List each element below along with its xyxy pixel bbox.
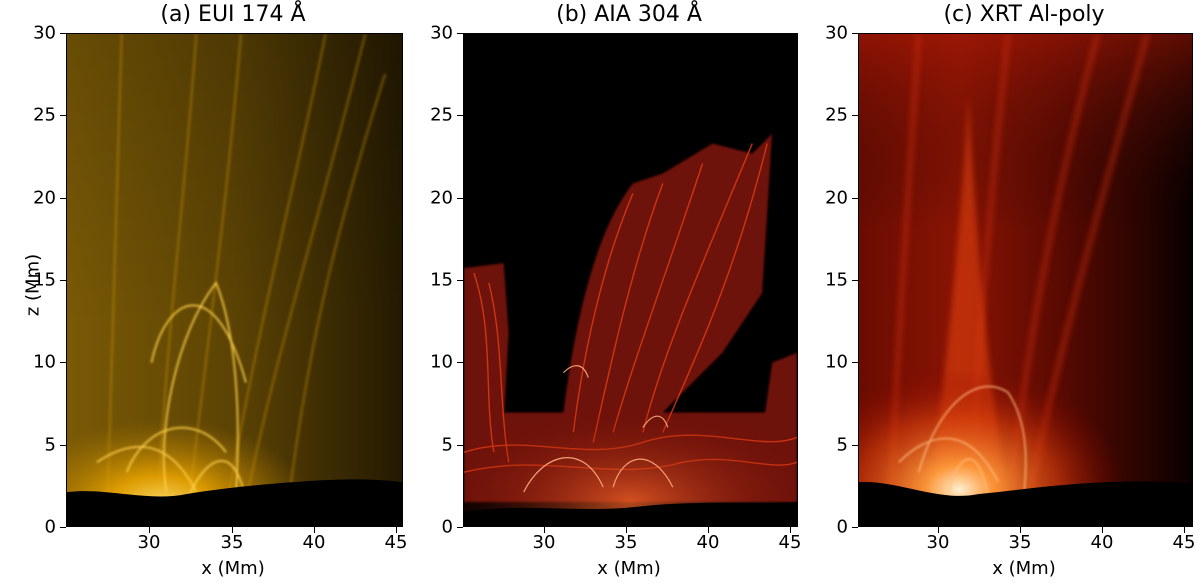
panel-b-xtick-label: 30: [532, 532, 556, 553]
panel-b-xtick-40: [708, 527, 709, 533]
xrt-al-poly-image: [859, 34, 1192, 526]
panel-b-xtick-label: 35: [614, 532, 638, 553]
panel-b-ytick: [457, 33, 463, 34]
panel-c-ytick-label: 15: [825, 269, 848, 291]
aia-304-image: [464, 34, 797, 526]
panel-c-ytick: [852, 115, 858, 116]
panel-b-ytick: [457, 362, 463, 363]
panel-c-image: [858, 33, 1193, 527]
panel-b-ytick-label: 5: [441, 434, 453, 456]
panel-b-ytick: [457, 527, 463, 528]
panel-b-image: [463, 33, 798, 527]
panel-c-xlabel: x (Mm): [992, 558, 1056, 579]
panel-b-xlabel: x (Mm): [597, 558, 661, 579]
panel-b-xtick-label: 45: [778, 532, 802, 553]
panel-a-xtick-label: 35: [220, 532, 244, 553]
panel-a-ytick: [60, 33, 66, 34]
panel-b-xtick-45: [790, 527, 791, 533]
panel-a-ytick-label: 10: [33, 351, 56, 373]
eui-174-image: [67, 34, 402, 526]
panel-a-xtick-label: 40: [302, 532, 326, 553]
panel-a-ytick: [60, 198, 66, 199]
panel-a-ytick: [60, 362, 66, 363]
panel-b-title: (b) AIA 304 Å: [556, 2, 702, 27]
panel-c-xtick-label: 30: [926, 532, 950, 553]
panel-c-xtick-label: 45: [1172, 532, 1196, 553]
panel-c-ytick-label: 10: [825, 351, 848, 373]
panel-b-ytick: [457, 198, 463, 199]
panel-c-ytick-label: 0: [836, 516, 848, 538]
panel-b-ytick-label: 0: [441, 516, 453, 538]
panel-a-xtick-35: [232, 527, 233, 533]
panel-a-xtick-label: 45: [384, 532, 408, 553]
panel-c-ytick: [852, 33, 858, 34]
panel-c-ytick: [852, 445, 858, 446]
panel-a-ytick-label: 30: [33, 22, 56, 44]
panel-b-ytick: [457, 115, 463, 116]
panel-a-ytick-label: 0: [44, 516, 56, 538]
panel-a-xtick-45: [396, 527, 397, 533]
panel-a-xtick-label: 30: [137, 532, 161, 553]
panel-c-ytick: [852, 527, 858, 528]
panel-c-ytick-label: 5: [836, 434, 848, 456]
panel-c-xtick-35: [1020, 527, 1021, 533]
panel-c-ytick: [852, 362, 858, 363]
panel-c-xtick-30: [938, 527, 939, 533]
panel-b-ytick: [457, 280, 463, 281]
panel-c-xtick-45: [1184, 527, 1185, 533]
panel-a-ytick: [60, 445, 66, 446]
panel-a-image: [66, 33, 403, 527]
panel-a-ytick: [60, 115, 66, 116]
panel-b-xtick-35: [626, 527, 627, 533]
panel-b-ytick-label: 15: [430, 269, 453, 291]
panel-b-ytick-label: 25: [430, 104, 453, 126]
panel-a-xtick-40: [314, 527, 315, 533]
panel-a-xlabel: x (Mm): [201, 558, 265, 579]
panel-c-title: (c) XRT Al-poly: [943, 2, 1105, 27]
panel-a-ytick-label: 15: [33, 269, 56, 291]
panel-c-ytick: [852, 198, 858, 199]
panel-b-ytick: [457, 445, 463, 446]
panel-a-ytick-label: 25: [33, 104, 56, 126]
panel-c-ytick-label: 20: [825, 187, 848, 209]
panel-b-ytick-label: 10: [430, 351, 453, 373]
panel-c-ytick-label: 30: [825, 22, 848, 44]
panel-c-ytick-label: 25: [825, 104, 848, 126]
panel-a-ytick-label: 20: [33, 187, 56, 209]
panel-c-ytick: [852, 280, 858, 281]
panel-a-ytick: [60, 527, 66, 528]
panel-a-xtick-30: [149, 527, 150, 533]
panel-b-ytick-label: 20: [430, 187, 453, 209]
panel-a-title: (a) EUI 174 Å: [160, 2, 306, 27]
panel-c-xtick-label: 35: [1008, 532, 1032, 553]
panel-a-ytick-label: 5: [44, 434, 56, 456]
panel-c-xtick-40: [1102, 527, 1103, 533]
panel-b-ytick-label: 30: [430, 22, 453, 44]
panel-b-xtick-label: 40: [696, 532, 720, 553]
panel-c-xtick-label: 40: [1090, 532, 1114, 553]
panel-a-ytick: [60, 280, 66, 281]
panel-b-xtick-30: [544, 527, 545, 533]
